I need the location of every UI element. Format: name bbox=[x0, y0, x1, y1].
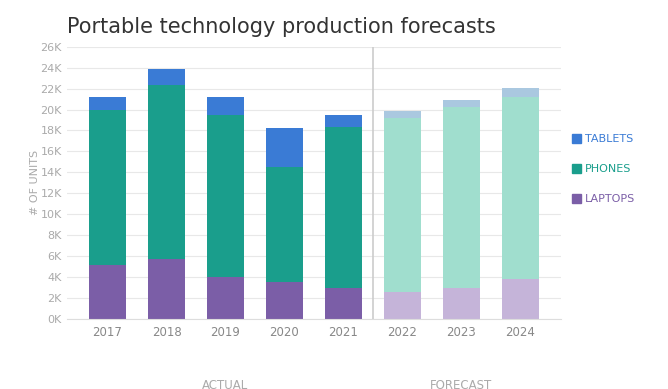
Bar bbox=[443, 107, 480, 287]
Bar bbox=[384, 292, 421, 319]
Bar bbox=[325, 287, 362, 319]
Text: Portable technology production forecasts: Portable technology production forecasts bbox=[67, 17, 496, 37]
Bar bbox=[443, 100, 480, 107]
Bar bbox=[207, 277, 244, 319]
Bar bbox=[148, 86, 185, 259]
Bar bbox=[90, 265, 126, 319]
Bar bbox=[266, 128, 303, 167]
Bar bbox=[443, 287, 480, 319]
Bar bbox=[266, 282, 303, 319]
Bar bbox=[384, 110, 421, 118]
Text: FORECAST: FORECAST bbox=[430, 379, 492, 389]
Bar bbox=[90, 110, 126, 265]
Bar bbox=[502, 279, 538, 319]
Bar bbox=[325, 127, 362, 287]
Bar bbox=[266, 167, 303, 282]
Bar bbox=[207, 97, 244, 115]
Bar bbox=[325, 115, 362, 127]
Bar bbox=[90, 97, 126, 110]
Text: ACTUAL: ACTUAL bbox=[202, 379, 248, 389]
Bar bbox=[148, 69, 185, 86]
Legend: TABLETS, PHONES, LAPTOPS: TABLETS, PHONES, LAPTOPS bbox=[572, 134, 635, 204]
Y-axis label: # OF UNITS: # OF UNITS bbox=[30, 150, 40, 216]
Bar bbox=[148, 259, 185, 319]
Bar bbox=[207, 115, 244, 277]
Bar bbox=[502, 88, 538, 97]
Bar bbox=[502, 97, 538, 279]
Bar bbox=[384, 118, 421, 292]
